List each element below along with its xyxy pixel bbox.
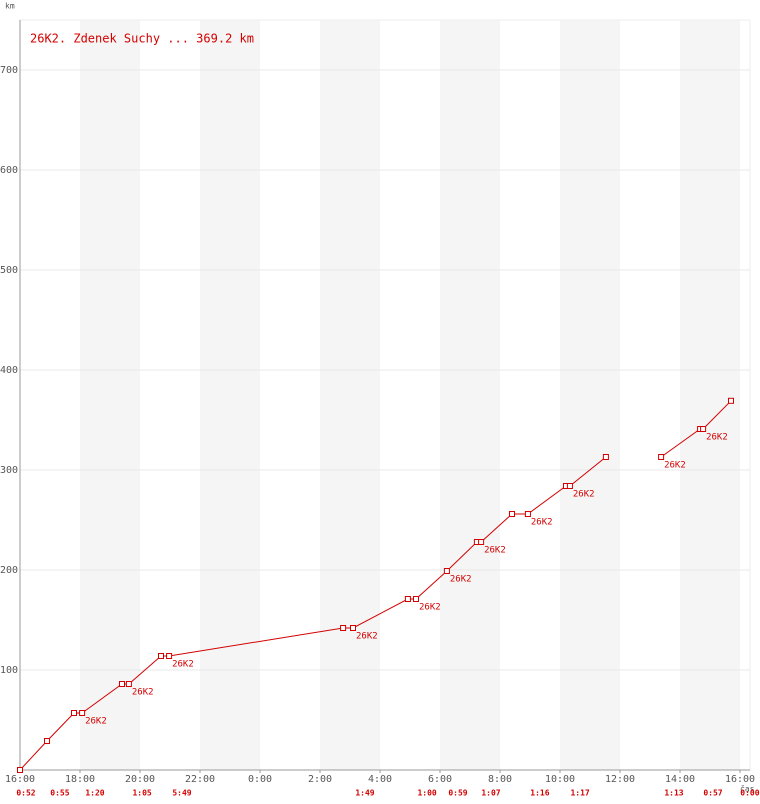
point-marker	[71, 710, 77, 716]
x-tick-label: 2:00	[308, 774, 332, 785]
point-marker	[443, 568, 450, 574]
x-tick-label: 22:00	[185, 774, 215, 785]
x-tick-label: 8:00	[488, 774, 512, 785]
point-marker	[478, 539, 485, 545]
point-marker	[17, 767, 23, 773]
y-axis-label: km	[5, 2, 15, 11]
point-label: 26K2	[356, 632, 378, 642]
duration-label: 0:52	[16, 789, 35, 798]
duration-label: 0:59	[448, 789, 467, 798]
point-marker	[350, 625, 356, 631]
point-marker	[79, 710, 86, 716]
duration-label: 1:17	[570, 789, 589, 798]
y-tick-label: 200	[0, 565, 18, 576]
chart-title: 26K2. Zdenek Suchy ... 369.2 km	[30, 32, 254, 46]
point-marker	[566, 483, 573, 489]
point-marker	[413, 596, 419, 602]
duration-label: 1:07	[481, 789, 500, 798]
point-marker	[340, 625, 347, 631]
point-label: 26K2	[450, 575, 472, 585]
point-marker	[44, 738, 50, 744]
point-marker	[166, 653, 173, 659]
x-tick-label: 20:00	[125, 774, 155, 785]
y-tick-label: 600	[0, 165, 18, 176]
duration-label: 0:57	[703, 789, 722, 798]
point-marker	[700, 426, 707, 432]
point-marker	[404, 596, 411, 602]
x-tick-label: 16:00	[725, 774, 755, 785]
point-label: 26K2	[172, 660, 194, 670]
point-label: 26K2	[706, 433, 728, 443]
y-tick-label: 700	[0, 65, 18, 76]
point-marker	[509, 511, 515, 517]
point-marker	[158, 653, 164, 659]
x-tick-label: 4:00	[368, 774, 392, 785]
duration-label: 1:49	[355, 789, 374, 798]
duration-label: 1:00	[417, 789, 436, 798]
duration-label: 1:16	[530, 789, 549, 798]
point-label: 26K2	[132, 688, 154, 698]
point-label: 26K2	[484, 546, 506, 556]
bands	[80, 20, 740, 770]
x-tick-label: 18:00	[65, 774, 95, 785]
x-tick-label: 12:00	[605, 774, 635, 785]
duration-label: 1:05	[132, 789, 151, 798]
point-label: 26K2	[531, 518, 553, 528]
y-tick-label: 500	[0, 265, 18, 276]
duration-label: 0:00	[740, 789, 759, 798]
x-tick-label: 6:00	[428, 774, 452, 785]
point-marker	[524, 511, 531, 517]
point-marker	[119, 681, 125, 687]
point-marker	[728, 397, 734, 404]
point-marker	[125, 681, 132, 687]
x-tick-label: 10:00	[545, 774, 575, 785]
point-label: 26K2	[573, 490, 595, 500]
x-axis-label: čas	[740, 784, 755, 794]
y-tick-label: 100	[0, 665, 18, 676]
duration-label: 0:55	[50, 789, 69, 798]
y-tick-label: 400	[0, 365, 18, 376]
x-tick-label: 16:00	[5, 774, 35, 785]
x-tick-label: 0:00	[248, 774, 272, 785]
duration-label: 5:49	[172, 789, 191, 798]
point-marker	[658, 454, 665, 460]
duration-label: 1:13	[664, 789, 683, 798]
y-tick-label: 300	[0, 465, 18, 476]
point-label: 26K2	[419, 603, 441, 613]
x-tick-label: 14:00	[665, 774, 695, 785]
duration-label: 1:20	[85, 789, 104, 798]
point-label: 26K2	[664, 461, 686, 471]
point-marker	[602, 454, 609, 460]
point-label: 26K2	[85, 717, 107, 727]
